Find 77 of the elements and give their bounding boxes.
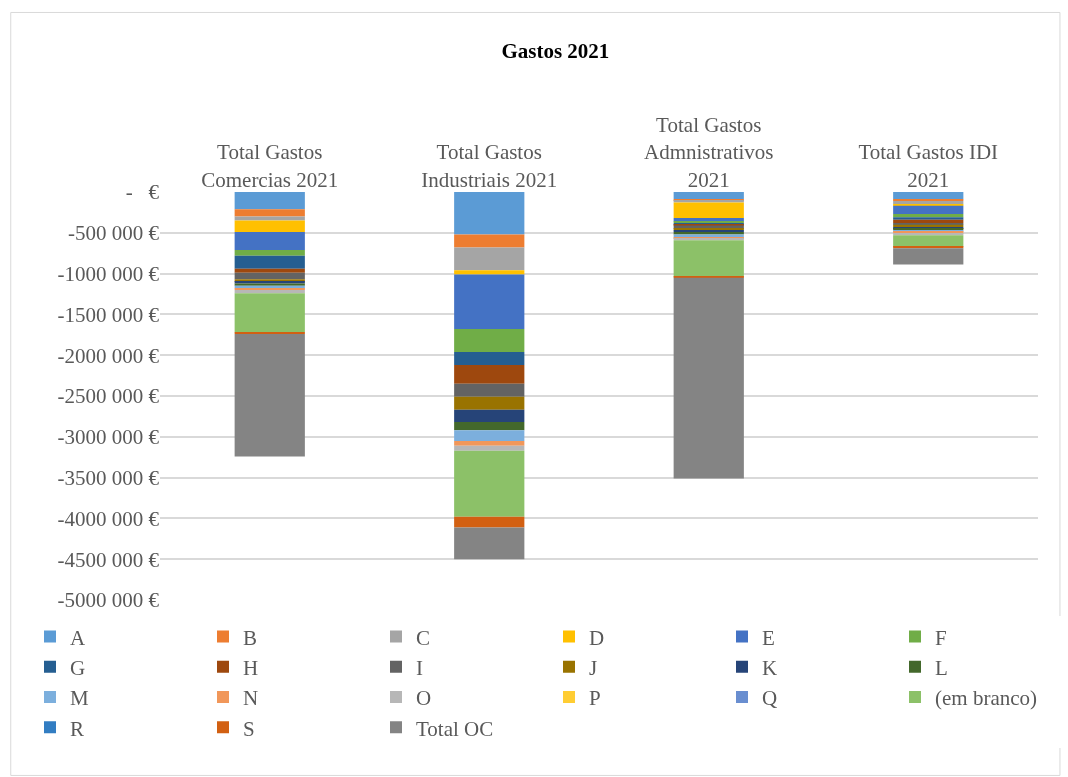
- legend-label: A: [70, 625, 86, 650]
- bar: [893, 200, 964, 205]
- legend-label: S: [243, 716, 255, 741]
- legend-label: F: [935, 625, 947, 650]
- legend-label: I: [416, 655, 423, 680]
- bar: [454, 364, 525, 384]
- legend-label: H: [243, 655, 259, 680]
- bar: [893, 248, 964, 265]
- legend-label: Total OC: [416, 716, 494, 741]
- bar: [234, 209, 305, 217]
- legend-label: Q: [762, 686, 778, 711]
- x-tick-label: Total Gastos Industriais 2021: [421, 140, 558, 192]
- bar: [673, 202, 744, 219]
- bar: [234, 220, 305, 232]
- bar: [673, 277, 744, 479]
- bar: [893, 205, 964, 215]
- x-tick-label: Total Gastos Admnistrativos 2021: [644, 113, 774, 192]
- bar: [454, 270, 525, 275]
- bar: [454, 409, 525, 423]
- y-tick-label: -2500 000 €: [57, 384, 160, 409]
- bar: [454, 234, 525, 248]
- legend-label: (em branco): [935, 686, 1038, 711]
- bar: [454, 396, 525, 410]
- bar: [454, 450, 525, 517]
- y-tick-label: -4000 000 €: [57, 506, 160, 531]
- bar: [454, 430, 525, 441]
- bar: [454, 274, 525, 330]
- bar: [234, 231, 305, 250]
- y-tick-label: -3500 000 €: [57, 465, 160, 490]
- bar: [454, 192, 525, 235]
- y-tick-label: -4500 000 €: [57, 547, 160, 572]
- bar: [234, 272, 305, 280]
- legend-label: M: [70, 686, 89, 711]
- bar: [893, 219, 964, 224]
- bar: [454, 440, 525, 446]
- legend-label: J: [589, 655, 598, 680]
- legend-label: E: [762, 625, 775, 650]
- bar: [234, 192, 305, 210]
- bar: [454, 527, 525, 560]
- legend-label: K: [762, 655, 778, 680]
- legend-label: N: [243, 686, 259, 711]
- bar: [893, 192, 964, 200]
- bar: [454, 247, 525, 271]
- y-tick-label: - €: [125, 180, 160, 205]
- bar: [893, 235, 964, 247]
- legend-label: B: [243, 625, 258, 650]
- y-tick-label: -1500 000 €: [57, 302, 160, 327]
- bar: [454, 383, 525, 397]
- legend-label: L: [935, 655, 948, 680]
- bar: [234, 333, 305, 457]
- x-tick-label: Total Gastos IDI 2021: [858, 140, 999, 192]
- legend-label: G: [70, 655, 86, 680]
- chart-title: Gastos 2021: [501, 38, 610, 63]
- y-tick-label: -500 000 €: [68, 221, 160, 246]
- y-tick-label: -1000 000 €: [57, 261, 160, 286]
- legend-label: C: [416, 625, 431, 650]
- bar: [234, 249, 305, 256]
- bar: [454, 329, 525, 352]
- legend-label: D: [589, 625, 605, 650]
- bar: [454, 351, 525, 365]
- bar: [454, 516, 525, 528]
- y-tick-label: -3000 000 €: [57, 425, 160, 450]
- bar: [234, 289, 305, 294]
- bar: [234, 216, 305, 221]
- legend-label: O: [416, 686, 432, 711]
- y-tick-label: -5000 000 €: [57, 588, 160, 613]
- bar: [234, 255, 305, 269]
- bar: [454, 422, 525, 431]
- x-tick-label: Total Gastos Comercias 2021: [201, 140, 339, 192]
- bar: [673, 192, 744, 200]
- bar: [234, 293, 305, 333]
- bar: [454, 445, 525, 451]
- y-tick-label: -2000 000 €: [57, 343, 160, 368]
- legend-label: R: [70, 716, 85, 741]
- bar: [673, 240, 744, 277]
- bar: [234, 268, 305, 273]
- legend-label: P: [589, 686, 601, 711]
